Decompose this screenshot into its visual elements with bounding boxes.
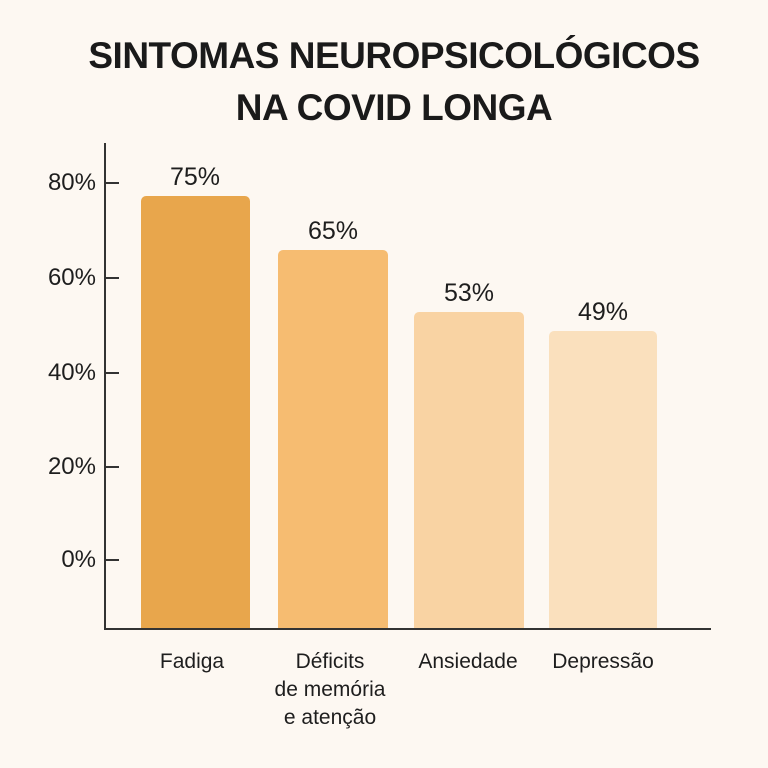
category-label-line: Fadiga xyxy=(159,650,225,673)
y-tick-60 xyxy=(106,277,119,279)
category-label-line: de memória xyxy=(274,678,386,701)
chart-title-line-2: NA COVID LONGA xyxy=(235,87,553,128)
value-label-fadiga: 75% xyxy=(169,163,221,191)
y-tick-20 xyxy=(106,466,119,468)
bar-ansiedade xyxy=(414,312,524,628)
y-tick-40 xyxy=(106,372,119,374)
category-label-line: Déficits xyxy=(295,650,365,673)
category-label-depressao: Depressão xyxy=(528,648,678,676)
category-label-fadiga: Fadiga xyxy=(117,648,267,676)
y-tick-label-0: 0% xyxy=(61,546,96,573)
y-axis-line xyxy=(104,143,106,630)
value-label-depressao: 49% xyxy=(577,298,629,326)
bar-depressao xyxy=(549,331,657,628)
category-label-line: e atenção xyxy=(283,706,377,729)
chart-title: SINTOMAS NEUROPSICOLÓGICOS NA COVID LONG… xyxy=(0,30,768,134)
category-label-deficits: Déficits de memória e atenção xyxy=(255,648,405,732)
category-label-line: Depressão xyxy=(552,650,654,673)
bar-deficits xyxy=(278,250,388,628)
y-tick-0 xyxy=(106,559,119,561)
chart-title-line-1: SINTOMAS NEUROPSICOLÓGICOS xyxy=(88,35,700,76)
y-tick-label-20: 20% xyxy=(47,453,96,480)
value-label-deficits: 65% xyxy=(307,217,359,245)
y-tick-label-80: 80% xyxy=(47,169,96,196)
y-tick-label-60: 60% xyxy=(47,264,96,291)
y-tick-label-40: 40% xyxy=(47,359,96,386)
category-label-line: Ansiedade xyxy=(418,650,518,673)
y-tick-80 xyxy=(106,182,119,184)
value-label-ansiedade: 53% xyxy=(443,279,495,307)
bar-fadiga xyxy=(141,196,250,628)
x-axis-line xyxy=(104,628,711,630)
category-label-ansiedade: Ansiedade xyxy=(393,648,543,676)
